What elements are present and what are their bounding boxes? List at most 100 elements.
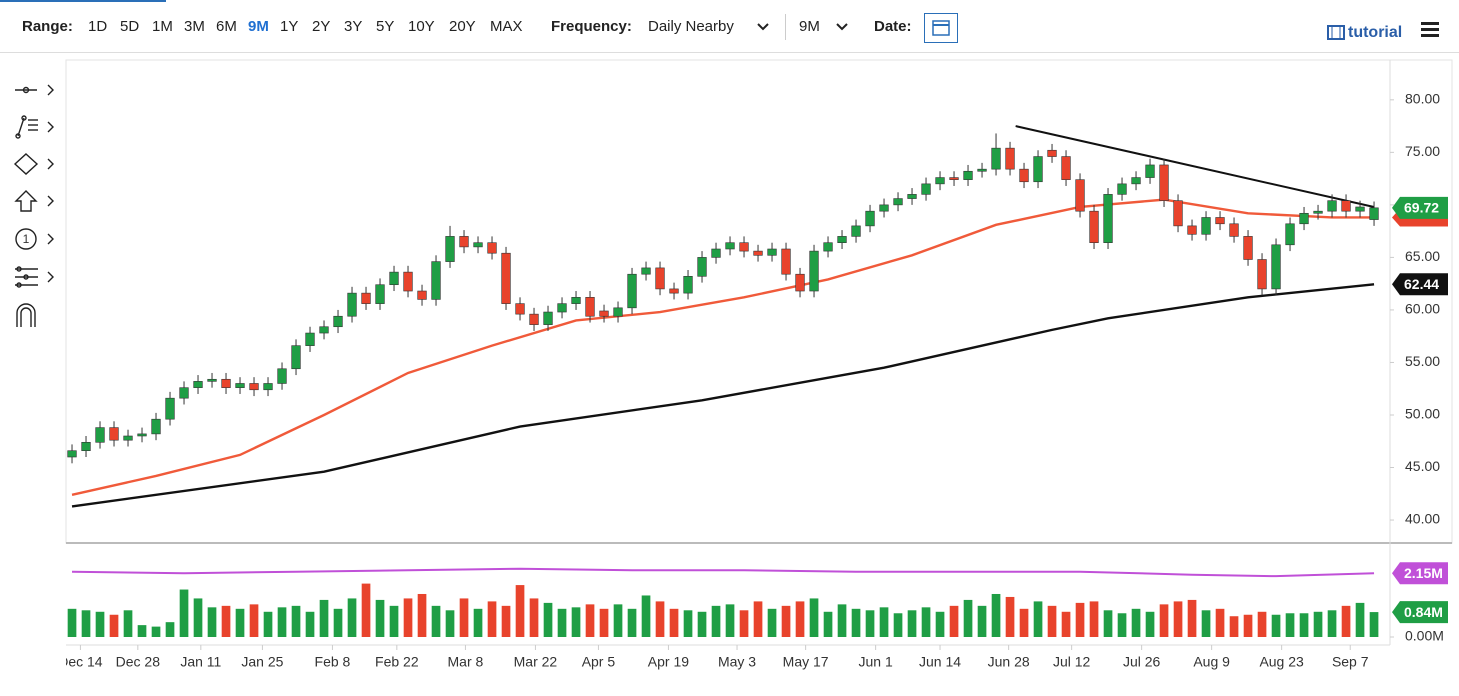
x-tick-label: Jan 25 xyxy=(241,654,283,670)
y-tick-label: 75.00 xyxy=(1405,143,1440,159)
range-button[interactable]: 1D xyxy=(88,18,108,35)
range-button[interactable]: 5D xyxy=(120,18,140,35)
tool[interactable]: 1 xyxy=(15,228,54,250)
x-tick-label: Dec 14 xyxy=(58,654,103,670)
candle-body xyxy=(305,332,315,346)
candle-body xyxy=(767,248,777,256)
range-button[interactable]: 3Y xyxy=(344,18,363,35)
range-button[interactable]: 1M xyxy=(152,18,173,35)
candle-body xyxy=(921,183,931,195)
candle-body xyxy=(193,381,203,388)
volume-bar xyxy=(683,610,693,637)
volume-bar xyxy=(1075,602,1085,637)
volume-bar xyxy=(1019,608,1029,637)
range-button[interactable]: 2Y xyxy=(312,18,331,35)
candle-body xyxy=(1061,156,1071,180)
candle-body xyxy=(837,236,847,243)
volume-bar xyxy=(571,607,581,637)
tool[interactable] xyxy=(15,115,54,139)
range-button[interactable]: 10Y xyxy=(408,18,435,35)
frequency-select[interactable]: Daily Nearby xyxy=(648,18,734,35)
candle-body xyxy=(627,273,637,309)
range-button[interactable]: 9M xyxy=(248,18,269,35)
x-axis: Dec 14 Dec 28 Jan 11 Jan 25 Feb 8 Feb 22 Mar 8… xyxy=(58,645,1369,670)
volume-bar xyxy=(179,589,189,637)
candle-body xyxy=(291,345,301,370)
candle-body xyxy=(571,297,581,304)
candle-body xyxy=(725,242,735,250)
candle-body xyxy=(1299,212,1309,225)
candle-body xyxy=(1103,194,1113,243)
tool[interactable] xyxy=(16,303,36,327)
volume-bar xyxy=(1285,613,1295,637)
volume-bar xyxy=(977,605,987,637)
volume-bar xyxy=(613,604,623,637)
volume-bar xyxy=(67,608,77,637)
candle-body xyxy=(1159,164,1169,201)
x-tick-label: Jul 26 xyxy=(1123,654,1161,670)
candle-body xyxy=(263,383,273,391)
range-button[interactable]: 3M xyxy=(184,18,205,35)
range-button[interactable]: 20Y xyxy=(449,18,476,35)
x-tick-label: Apr 5 xyxy=(582,654,616,670)
volume-bar xyxy=(557,608,567,637)
volume-bar xyxy=(1299,613,1309,637)
candle-body xyxy=(1117,183,1127,195)
chevron xyxy=(836,23,848,31)
candle-body xyxy=(557,303,567,313)
volume-bar xyxy=(95,611,105,637)
candle-body xyxy=(1047,149,1057,157)
volume-bar xyxy=(809,598,819,637)
volume-tick-label: 0.00M xyxy=(1405,628,1444,644)
volume-bar xyxy=(641,595,651,637)
candle-body xyxy=(347,292,357,317)
candle-body xyxy=(711,248,721,258)
candle-body xyxy=(599,310,609,317)
candle-body xyxy=(1327,200,1337,212)
volume-bar xyxy=(949,605,959,637)
tool[interactable] xyxy=(14,190,54,212)
volume-bar xyxy=(459,598,469,637)
candle-body xyxy=(389,271,399,286)
volume-bar xyxy=(1257,611,1267,637)
x-tick-label: Aug 23 xyxy=(1259,654,1304,670)
volume-bar xyxy=(1355,602,1365,637)
film-icon xyxy=(1327,25,1345,40)
candle-body xyxy=(487,242,497,254)
volume-bar xyxy=(697,611,707,637)
volume-bar xyxy=(515,585,525,637)
line xyxy=(72,567,1375,578)
range-button[interactable]: MAX xyxy=(490,18,523,35)
volume-bar xyxy=(333,608,343,637)
tool[interactable] xyxy=(15,84,54,96)
candle-body xyxy=(1285,223,1295,246)
volume-bar xyxy=(893,613,903,637)
volume-bar xyxy=(361,583,371,637)
tool[interactable] xyxy=(13,153,54,175)
candle-body xyxy=(1215,217,1225,225)
menu-icon[interactable] xyxy=(1421,21,1441,37)
tutorial-link[interactable]: tutorial xyxy=(1348,24,1403,41)
range-button[interactable]: 1Y xyxy=(280,18,299,35)
volume-bar xyxy=(1243,614,1253,637)
date-button[interactable] xyxy=(924,13,958,43)
candle-body xyxy=(1201,217,1211,235)
volume-bar xyxy=(1327,610,1337,637)
toolbar: Range: 1D 5D 1M 3M 6M 9M 1Y 2Y 3Y 5Y 10Y 20Y MAX Fre… xyxy=(0,0,1459,53)
x-tick-label: Jan 11 xyxy=(180,654,221,670)
range-label: Range: xyxy=(22,18,73,35)
period-select[interactable]: 9M xyxy=(799,18,820,35)
range-button[interactable]: 6M xyxy=(216,18,237,35)
volume-bar xyxy=(473,608,483,637)
y-tick-label: 40.00 xyxy=(1405,511,1440,527)
price-badge-label: 69.72 xyxy=(1404,200,1439,216)
volume-bar xyxy=(963,599,973,637)
tool[interactable] xyxy=(15,266,54,288)
volume-bar xyxy=(417,593,427,637)
candle-body xyxy=(781,248,791,275)
range-button[interactable]: 5Y xyxy=(376,18,395,35)
volume-bar xyxy=(725,604,735,637)
volume-bar xyxy=(165,622,175,637)
candle-body xyxy=(137,433,147,437)
line xyxy=(71,198,1375,496)
